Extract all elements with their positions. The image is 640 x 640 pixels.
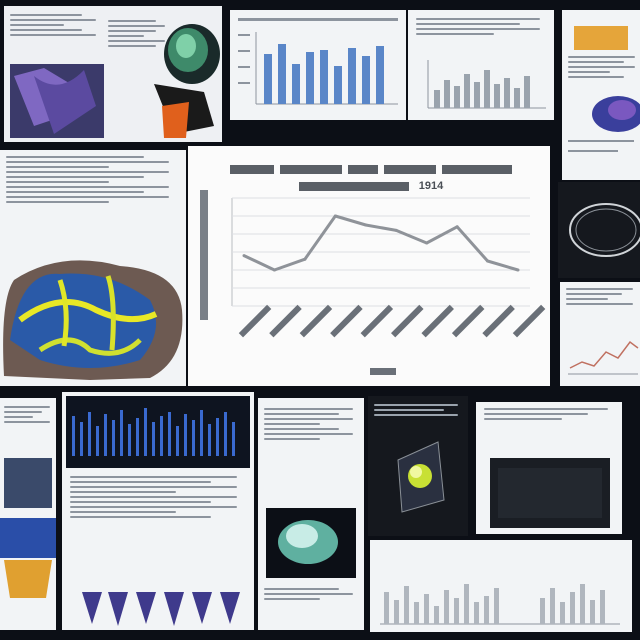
panel-bottom-chart — [62, 392, 254, 630]
prism-render-image — [397, 441, 445, 513]
blob-render-image — [568, 96, 640, 152]
panel-right-mid — [560, 282, 640, 386]
bar-chart-graphic — [238, 18, 398, 105]
panel-right-top — [562, 10, 640, 180]
panel-bar-chart — [230, 10, 406, 120]
data-point — [242, 254, 246, 258]
brain-scan-image — [3, 260, 183, 380]
data-point — [364, 223, 368, 227]
main-chart-panel: 1914 — [188, 146, 550, 386]
small-bar-chart — [427, 60, 546, 109]
chart-title: 1914 — [188, 162, 550, 192]
data-point — [516, 268, 520, 272]
x-axis-label — [370, 368, 396, 375]
x-tick-label — [421, 304, 454, 338]
data-point — [303, 257, 307, 261]
bottom-bar-chart — [66, 396, 250, 626]
series-line — [243, 214, 519, 272]
x-tick-label — [299, 304, 333, 338]
x-tick-label — [482, 304, 515, 338]
panel-bottom-left — [0, 398, 56, 630]
data-point — [486, 259, 490, 263]
x-tick-label — [391, 304, 424, 338]
panel-eye-scan — [558, 182, 640, 278]
line-chart — [200, 190, 546, 375]
panel-brain-scan — [0, 150, 186, 386]
x-tick-label — [512, 304, 546, 338]
data-point — [394, 228, 398, 232]
x-tick-label — [330, 304, 363, 338]
panel-bottom-bars — [370, 540, 632, 632]
x-tick-label — [238, 304, 272, 338]
data-point — [455, 225, 459, 229]
x-tick-label — [269, 304, 302, 338]
panel-3d-render — [4, 6, 222, 142]
data-point — [333, 214, 337, 218]
panel-blob-render — [258, 398, 364, 630]
x-tick-label — [360, 304, 394, 338]
x-tick-label — [451, 304, 485, 338]
chart-title-year: 1914 — [418, 180, 444, 192]
y-axis-label — [200, 190, 208, 320]
panel-text-chart — [408, 10, 554, 120]
eye-scan-image — [569, 203, 640, 257]
data-point — [425, 241, 429, 245]
data-point — [272, 268, 276, 272]
3d-render-image — [10, 24, 220, 138]
panel-prism-render — [368, 396, 468, 536]
panel-dark-monitor — [476, 402, 622, 534]
